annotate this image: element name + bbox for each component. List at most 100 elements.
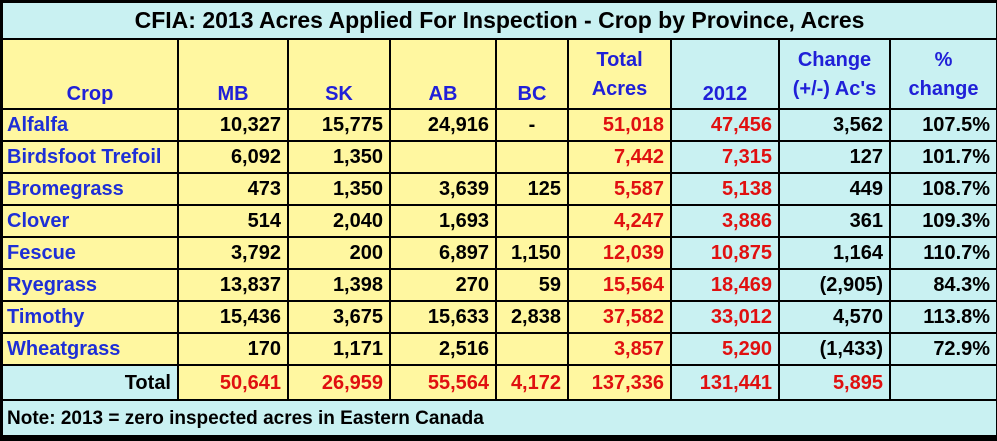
cell-crop: Clover bbox=[1, 204, 179, 238]
cell-total: 7,442 bbox=[567, 140, 672, 174]
header-total-line2: Acres bbox=[591, 78, 648, 100]
cell-bc: - bbox=[495, 108, 569, 142]
cell-change: 3,562 bbox=[778, 108, 891, 142]
cell-change: 449 bbox=[778, 172, 891, 206]
cell-pct: 109.3% bbox=[888, 204, 997, 238]
total-mb: 50,641 bbox=[177, 364, 289, 401]
header-pct-change: % change bbox=[888, 38, 997, 110]
cell-y2012: 33,012 bbox=[670, 300, 780, 334]
cell-pct: 107.5% bbox=[888, 108, 997, 142]
cell-bc bbox=[495, 204, 569, 238]
cell-ab: 3,639 bbox=[389, 172, 497, 206]
total-label: Total bbox=[1, 364, 179, 401]
total-row: Total 50,641 26,959 55,564 4,172 137,336… bbox=[1, 364, 997, 401]
header-2012: 2012 bbox=[670, 38, 780, 110]
cell-total: 15,564 bbox=[567, 268, 672, 302]
cell-bc: 1,150 bbox=[495, 236, 569, 270]
cell-bc: 125 bbox=[495, 172, 569, 206]
cell-ab: 15,633 bbox=[389, 300, 497, 334]
cell-pct: 113.8% bbox=[888, 300, 997, 334]
table-title: CFIA: 2013 Acres Applied For Inspection … bbox=[0, 1, 997, 40]
header-ab: AB bbox=[389, 38, 497, 110]
cell-ab: 6,897 bbox=[389, 236, 497, 270]
table-row: Birdsfoot Trefoil 6,092 1,350 7,442 7,315 127… bbox=[1, 140, 997, 174]
table-row: Wheatgrass 170 1,171 2,516 3,857 5,290 (1,433)… bbox=[1, 332, 997, 366]
cell-ab: 24,916 bbox=[389, 108, 497, 142]
header-mb: MB bbox=[177, 38, 289, 110]
cell-pct: 110.7% bbox=[888, 236, 997, 270]
cell-sk: 3,675 bbox=[287, 300, 391, 334]
cell-mb: 13,837 bbox=[177, 268, 289, 302]
cell-change: (2,905) bbox=[778, 268, 891, 302]
total-bc: 4,172 bbox=[495, 364, 569, 401]
table-row: Bromegrass 473 1,350 3,639 125 5,587 5,138 449 1… bbox=[1, 172, 997, 206]
cell-crop: Timothy bbox=[1, 300, 179, 334]
cell-mb: 170 bbox=[177, 332, 289, 366]
cell-crop: Bromegrass bbox=[1, 172, 179, 206]
cell-y2012: 7,315 bbox=[670, 140, 780, 174]
cell-ab: 1,693 bbox=[389, 204, 497, 238]
cell-sk: 1,350 bbox=[287, 140, 391, 174]
header-pct-line1: % bbox=[934, 49, 953, 71]
cell-y2012: 3,886 bbox=[670, 204, 780, 238]
cell-mb: 10,327 bbox=[177, 108, 289, 142]
header-change-line1: Change bbox=[797, 49, 872, 71]
header-total-acres: Total Acres bbox=[567, 38, 672, 110]
cell-ab: 270 bbox=[389, 268, 497, 302]
cell-bc: 59 bbox=[495, 268, 569, 302]
header-bc: BC bbox=[495, 38, 569, 110]
table-row: Timothy 15,436 3,675 15,633 2,838 37,582 33,01… bbox=[1, 300, 997, 334]
cell-y2012: 47,456 bbox=[670, 108, 780, 142]
cell-total: 12,039 bbox=[567, 236, 672, 270]
cell-bc bbox=[495, 332, 569, 366]
cell-y2012: 10,875 bbox=[670, 236, 780, 270]
cell-y2012: 18,469 bbox=[670, 268, 780, 302]
cell-sk: 1,350 bbox=[287, 172, 391, 206]
cell-change: 1,164 bbox=[778, 236, 891, 270]
cell-y2012: 5,290 bbox=[670, 332, 780, 366]
header-total-line1: Total bbox=[596, 49, 643, 71]
footnote: Note: 2013 = zero inspected acres in Eas… bbox=[0, 399, 997, 437]
header-change-line2: (+/-) Ac's bbox=[792, 78, 877, 100]
cell-change: (1,433) bbox=[778, 332, 891, 366]
total-change: 5,895 bbox=[778, 364, 891, 401]
cell-change: 127 bbox=[778, 140, 891, 174]
cell-crop: Birdsfoot Trefoil bbox=[1, 140, 179, 174]
cell-crop: Fescue bbox=[1, 236, 179, 270]
cell-mb: 514 bbox=[177, 204, 289, 238]
cell-mb: 6,092 bbox=[177, 140, 289, 174]
table-row: Alfalfa 10,327 15,775 24,916-51,018 47,456 3,… bbox=[1, 108, 997, 142]
cell-y2012: 5,138 bbox=[670, 172, 780, 206]
cell-sk: 1,398 bbox=[287, 268, 391, 302]
cell-sk: 15,775 bbox=[287, 108, 391, 142]
total-sk: 26,959 bbox=[287, 364, 391, 401]
cell-total: 37,582 bbox=[567, 300, 672, 334]
total-2012: 131,441 bbox=[670, 364, 780, 401]
cell-crop: Ryegrass bbox=[1, 268, 179, 302]
header-sk: SK bbox=[287, 38, 391, 110]
cell-sk: 2,040 bbox=[287, 204, 391, 238]
cell-sk: 1,171 bbox=[287, 332, 391, 366]
cell-mb: 473 bbox=[177, 172, 289, 206]
cell-crop: Wheatgrass bbox=[1, 332, 179, 366]
table-row: Clover 514 2,040 1,693 4,247 3,886 361 109.3% bbox=[1, 204, 997, 238]
total-ab: 55,564 bbox=[389, 364, 497, 401]
cell-ab bbox=[389, 140, 497, 174]
cell-change: 4,570 bbox=[778, 300, 891, 334]
cell-pct: 72.9% bbox=[888, 332, 997, 366]
header-pct-line2: change bbox=[908, 78, 979, 100]
total-pct bbox=[888, 364, 997, 401]
cell-sk: 200 bbox=[287, 236, 391, 270]
cell-bc: 2,838 bbox=[495, 300, 569, 334]
cell-pct: 108.7% bbox=[888, 172, 997, 206]
cell-pct: 101.7% bbox=[888, 140, 997, 174]
total-total: 137,336 bbox=[567, 364, 672, 401]
cell-bc bbox=[495, 140, 569, 174]
cell-total: 51,018 bbox=[567, 108, 672, 142]
header-row: Crop MB SK AB BC Total Acres 2012 Change (… bbox=[1, 38, 997, 110]
cell-mb: 15,436 bbox=[177, 300, 289, 334]
cell-total: 5,587 bbox=[567, 172, 672, 206]
cell-total: 4,247 bbox=[567, 204, 672, 238]
